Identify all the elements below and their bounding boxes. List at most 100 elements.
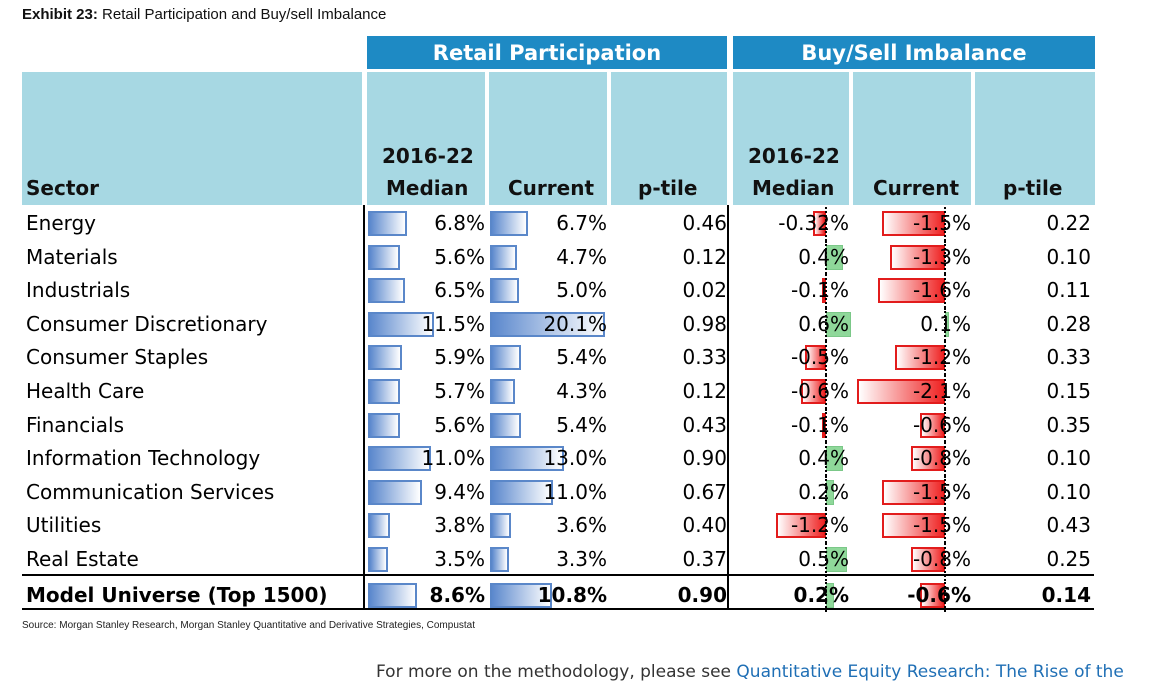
bs-median-value: -0.5% xyxy=(790,345,849,370)
bs-ptile-value: 0.33 xyxy=(1046,345,1091,370)
zero-line xyxy=(944,578,946,613)
header-bs-median-line1: 2016-22 xyxy=(748,144,840,168)
bs-median-value: -0.32% xyxy=(778,211,849,235)
rp-ptile-value: 0.98 xyxy=(682,311,727,336)
table-row: Energy 6.8% 6.7% 0.46 -0.32% -1.5% 0.22 xyxy=(0,207,1154,241)
rp-median-bar xyxy=(368,412,400,438)
rp-median-bar xyxy=(368,479,422,505)
zero-line xyxy=(825,442,827,476)
rp-current-value: 5.4% xyxy=(556,345,607,370)
bs-ptile-value: 0.11 xyxy=(1046,278,1091,303)
sector-label: Consumer Discretionary xyxy=(26,311,268,336)
source-note: Source: Morgan Stanley Research, Morgan … xyxy=(22,620,476,631)
rp-median-value: 6.8% xyxy=(434,211,485,235)
zero-line xyxy=(825,408,827,443)
bs-current-bar xyxy=(911,446,945,472)
rp-ptile-value: 0.37 xyxy=(682,547,727,571)
zero-line xyxy=(944,274,946,308)
rp-current-bar xyxy=(490,479,553,505)
rp-ptile-value: 0.43 xyxy=(682,412,727,437)
rp-current-bar xyxy=(490,582,552,608)
bs-median-value: 0.4% xyxy=(798,446,849,471)
rp-median-bar xyxy=(368,211,407,236)
rp-median-bar xyxy=(368,379,401,404)
bs-ptile-value: 0.10 xyxy=(1046,244,1091,269)
table-row: Consumer Discretionary 11.5% 20.1% 0.98 0.6%… xyxy=(0,307,1154,342)
rp-median-value: 9.4% xyxy=(434,479,485,504)
rp-median-value: 5.9% xyxy=(434,345,485,370)
header-cell-bs-median xyxy=(733,72,849,205)
rp-median-value: 8.6% xyxy=(429,582,485,607)
rp-median-value: 5.6% xyxy=(434,412,485,437)
bs-current-bar xyxy=(882,513,945,539)
bs-current-value: -1.5% xyxy=(912,479,971,504)
bs-median-value: 0.2% xyxy=(798,479,849,504)
sector-label: Real Estate xyxy=(26,547,139,571)
zero-line xyxy=(944,475,946,510)
bs-current-value: -0.6% xyxy=(907,582,971,607)
bs-current-bar xyxy=(919,582,945,608)
table-row: Industrials 6.5% 5.0% 0.02 -0.1% -1.6% 0.11 xyxy=(0,274,1154,308)
rp-current-bar xyxy=(490,547,509,572)
table-row: Financials 5.6% 5.4% 0.43 -0.1% -0.6% 0.35 xyxy=(0,408,1154,443)
bs-current-value: -0.6% xyxy=(912,412,971,437)
bs-median-bar xyxy=(800,379,826,404)
rp-current-value: 4.7% xyxy=(556,244,607,269)
header-sector: Sector xyxy=(26,176,99,200)
bs-current-bar xyxy=(890,244,945,270)
rp-current-bar xyxy=(490,211,529,236)
zero-line xyxy=(944,442,946,476)
bs-current-value: -1.6% xyxy=(912,278,971,303)
exhibit-title: Exhibit 23: Retail Participation and Buy… xyxy=(22,6,386,23)
table-row: Materials 5.6% 4.7% 0.12 0.4% -1.3% 0.10 xyxy=(0,240,1154,275)
zero-line xyxy=(825,307,827,342)
header-cell-sector xyxy=(22,72,362,205)
rp-current-value: 20.1% xyxy=(543,311,607,336)
methodology-link[interactable]: Quantitative Equity Research: The Rise o… xyxy=(736,662,1124,682)
bs-ptile-value: 0.28 xyxy=(1046,311,1091,336)
rp-ptile-value: 0.46 xyxy=(682,211,727,235)
bs-median-value: 0.6% xyxy=(798,311,849,336)
bs-ptile-value: 0.43 xyxy=(1046,513,1091,538)
table-row: Health Care 5.7% 4.3% 0.12 -0.6% -2.1% 0.15 xyxy=(0,375,1154,409)
total-top-rule xyxy=(22,574,1094,576)
rp-current-bar xyxy=(490,278,519,304)
sector-label: Energy xyxy=(26,211,97,235)
rp-median-bar xyxy=(368,446,431,472)
bs-current-bar xyxy=(894,345,945,371)
bs-ptile-value: 0.35 xyxy=(1046,412,1091,437)
zero-line xyxy=(825,240,827,275)
zero-line xyxy=(944,509,946,543)
rp-median-value: 11.0% xyxy=(421,446,485,471)
bs-current-bar xyxy=(919,412,945,438)
header-bs-current: Current xyxy=(873,176,960,200)
zero-line xyxy=(825,578,827,613)
rp-median-bar xyxy=(368,547,388,572)
bs-ptile-value: 0.10 xyxy=(1046,479,1091,504)
sector-label: Utilities xyxy=(26,513,102,538)
rp-median-bar xyxy=(368,582,418,608)
zero-line xyxy=(944,408,946,443)
sector-label: Communication Services xyxy=(26,479,275,504)
header-cell-rp-median xyxy=(367,72,485,205)
sector-label: Industrials xyxy=(26,278,131,303)
table-row: Information Technology 11.0% 13.0% 0.90 0.4%… xyxy=(0,442,1154,476)
bs-current-value: 0.1% xyxy=(920,311,971,336)
zero-line xyxy=(825,207,827,241)
bs-current-value: -1.3% xyxy=(912,244,971,269)
table-row: Utilities 3.8% 3.6% 0.40 -1.2% -1.5% 0.43 xyxy=(0,509,1154,543)
zero-line xyxy=(825,274,827,308)
bs-ptile-value: 0.10 xyxy=(1046,446,1091,471)
rp-ptile-value: 0.67 xyxy=(682,479,727,504)
table-row: Consumer Staples 5.9% 5.4% 0.33 -0.5% -1.2% 0.… xyxy=(0,341,1154,375)
rp-median-value: 3.8% xyxy=(434,513,485,538)
group-header-retail: Retail Participation xyxy=(367,36,727,69)
bs-current-value: -1.5% xyxy=(912,513,971,538)
bs-median-value: 0.4% xyxy=(798,244,849,269)
header-cell-bs-current xyxy=(853,72,971,205)
rp-current-value: 6.7% xyxy=(556,211,607,235)
bs-median-value: -0.6% xyxy=(790,379,849,403)
column-divider xyxy=(363,205,365,608)
bs-current-bar xyxy=(882,479,945,505)
sector-label: Health Care xyxy=(26,379,145,403)
